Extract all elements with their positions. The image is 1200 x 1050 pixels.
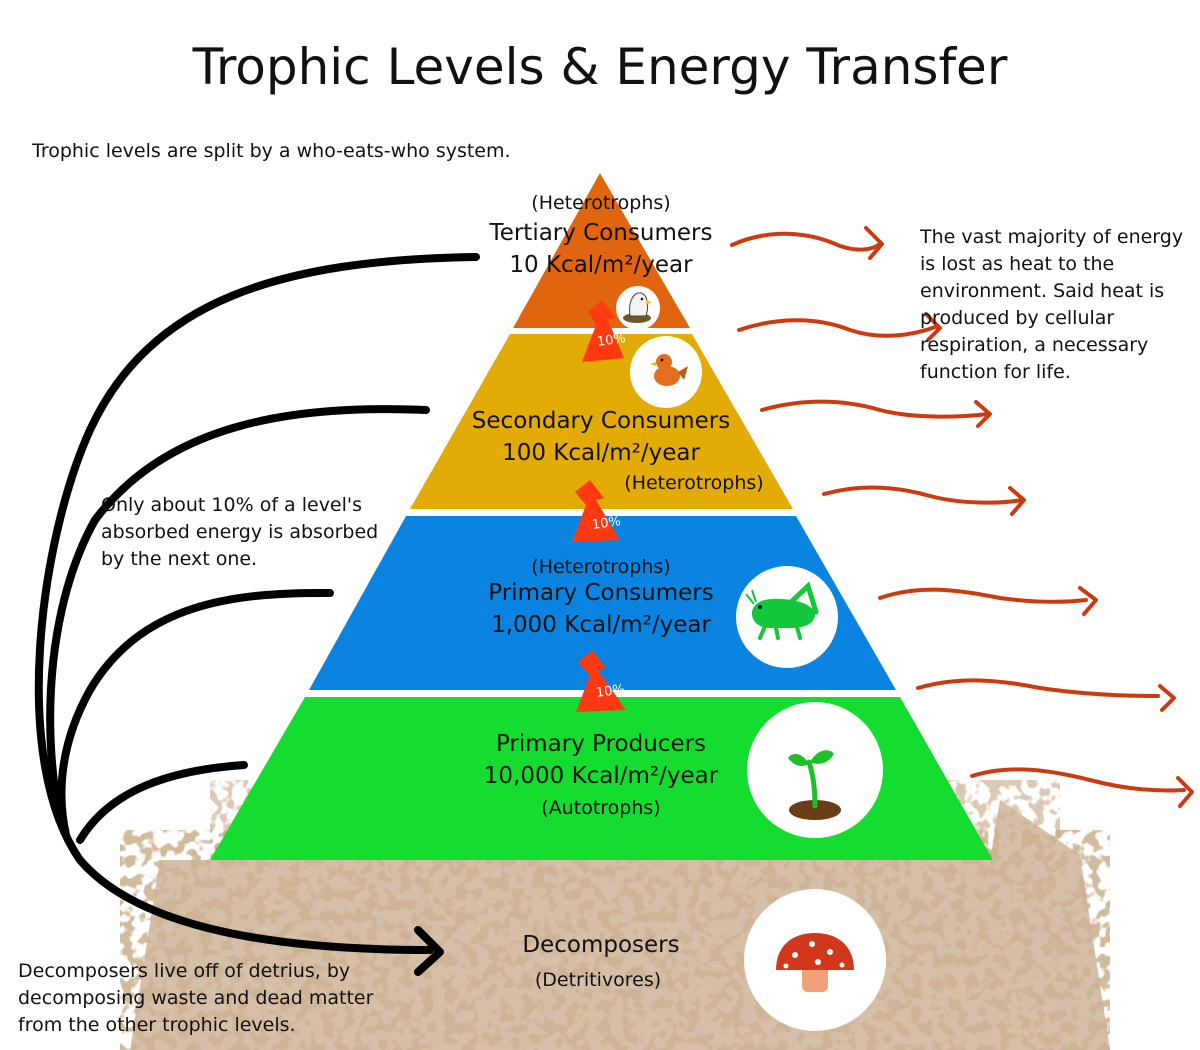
heat-arrow-6	[916, 678, 1176, 712]
primary-consumers-energy: 1,000 Kcal/m²/year	[491, 612, 711, 638]
secondary-energy: 100 Kcal/m²/year	[502, 440, 700, 466]
tertiary-type: (Heterotrophs)	[531, 192, 671, 214]
tertiary-name: Tertiary Consumers	[489, 220, 713, 246]
heat-arrow-7	[970, 767, 1194, 808]
primary-consumers-name: Primary Consumers	[488, 580, 714, 606]
primary-consumers-type: (Heterotrophs)	[531, 556, 671, 578]
producers-type: (Autotrophs)	[541, 797, 661, 819]
intro-text: Trophic levels are split by a who-eats-w…	[32, 140, 511, 162]
decomposers-type: (Detritivores)	[534, 969, 662, 991]
decomposers-note: Decomposers live off of detrius, by deco…	[18, 960, 374, 1036]
transfer-arrow-bottom	[576, 650, 626, 712]
secondary-name: Secondary Consumers	[471, 408, 731, 434]
heat-arrow-5	[878, 586, 1098, 616]
bird-icon	[630, 336, 702, 408]
transfer-arrow-middle	[572, 480, 620, 542]
heat-arrow-1	[730, 226, 884, 260]
ten-percent-note: Only about 10% of a level's absorbed ene…	[101, 494, 379, 570]
decomposers-name: Decomposers	[522, 932, 680, 958]
eagle-icon	[616, 286, 660, 330]
heat-arrow-2	[737, 312, 942, 342]
heat-arrow-4	[822, 485, 1026, 516]
decomposer-curve-primary	[57, 588, 334, 839]
grasshopper-icon	[736, 566, 838, 668]
heat-loss-note: The vast majority of energy is lost as h…	[920, 226, 1184, 383]
producers-name: Primary Producers	[495, 731, 707, 757]
decomposer-curve-secondary	[46, 405, 430, 824]
secondary-type: (Heterotrophs)	[624, 472, 764, 494]
mushroom-icon	[744, 889, 886, 1031]
page-title: Trophic Levels & Energy Transfer	[192, 38, 1008, 96]
decomposer-curve-tertiary	[34, 253, 480, 954]
sprout-icon	[747, 702, 883, 838]
decomposer-arrowhead	[414, 926, 444, 976]
tertiary-energy: 10 Kcal/m²/year	[509, 252, 693, 278]
producers-energy: 10,000 Kcal/m²/year	[483, 763, 719, 789]
decomposer-curve-producers	[76, 761, 248, 844]
heat-arrow-3	[760, 399, 992, 428]
transfer-arrow-top	[582, 300, 624, 362]
